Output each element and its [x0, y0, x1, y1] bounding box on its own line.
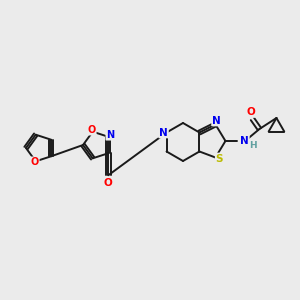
Text: H: H [249, 140, 256, 149]
Text: N: N [240, 136, 249, 146]
Text: O: O [246, 107, 255, 117]
Text: O: O [104, 178, 113, 188]
Text: S: S [216, 154, 223, 164]
Text: O: O [31, 157, 39, 167]
Text: O: O [88, 125, 96, 135]
Text: N: N [106, 130, 114, 140]
Text: N: N [212, 116, 221, 125]
Text: N: N [159, 128, 168, 137]
